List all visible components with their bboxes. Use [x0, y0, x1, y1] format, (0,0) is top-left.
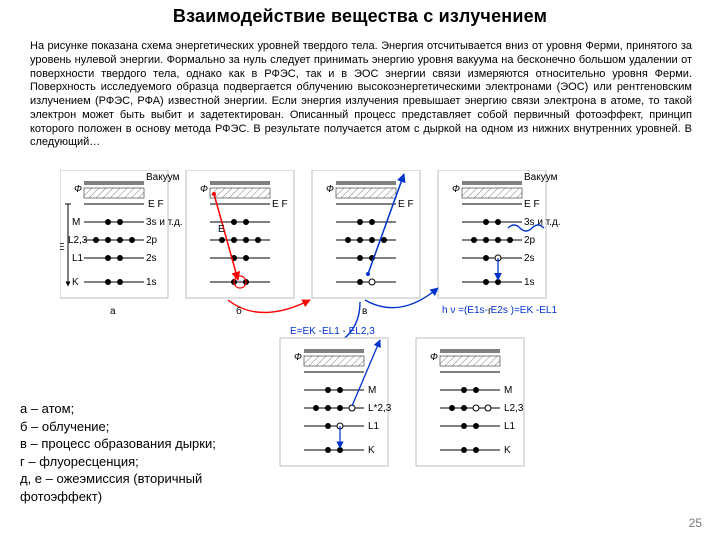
svg-text:2s: 2s [146, 253, 157, 264]
svg-text:а: а [110, 306, 116, 317]
svg-text:б: б [236, 305, 242, 317]
formula-d: E=EK -EL1 - EL2,3 [290, 326, 375, 337]
page-title: Взаимодействие вещества с излучением [0, 6, 720, 27]
legend-item: б – облучение; [20, 418, 250, 436]
panel-e: M L*2,3 L1 K [280, 338, 392, 466]
svg-text:г: г [488, 306, 492, 317]
legend-item: а – атом; [20, 400, 250, 418]
formula-g: h ν =(E1s- E2s )=EK -EL1 [442, 305, 557, 316]
panel-b: E F E [186, 170, 294, 298]
svg-text:L1: L1 [72, 253, 84, 264]
svg-text:Вакуум: Вакуум [524, 172, 558, 183]
svg-text:Вакуум: Вакуум [146, 172, 180, 183]
svg-text:L1: L1 [504, 421, 516, 432]
svg-text:M: M [504, 385, 512, 396]
svg-text:L2,3: L2,3 [68, 235, 88, 246]
svg-text:2s: 2s [524, 253, 535, 264]
svg-text:K: K [72, 277, 79, 288]
svg-text:1s: 1s [524, 277, 535, 288]
svg-text:K: K [368, 445, 375, 456]
svg-text:1s: 1s [146, 277, 157, 288]
svg-text:в: в [362, 306, 367, 317]
svg-text:E F: E F [524, 199, 540, 210]
svg-text:2p: 2p [524, 235, 536, 246]
legend: а – атом; б – облучение; в – процесс обр… [20, 400, 250, 505]
panel-f: M L2,3 L1 K [416, 338, 524, 466]
svg-text:L2,3: L2,3 [504, 403, 524, 414]
panel-c: E F [312, 170, 420, 298]
svg-text:K: K [504, 445, 511, 456]
svg-text:2p: 2p [146, 235, 158, 246]
page-number: 25 [689, 516, 702, 530]
body-paragraph: На рисунке показана схема энергетических… [30, 40, 692, 150]
svg-text:E: E [60, 242, 65, 253]
svg-text:3s и т.д.: 3s и т.д. [146, 217, 183, 228]
legend-item: г – флуоресценция; [20, 453, 250, 471]
panel-d: Вакуум E F 3s и т.д. 2p 2s 1s [438, 170, 561, 298]
legend-item: в – процесс образования дырки; [20, 435, 250, 453]
svg-text:E F: E F [148, 199, 164, 210]
svg-text:M: M [72, 217, 80, 228]
svg-text:M: M [368, 385, 376, 396]
svg-text:L*2,3: L*2,3 [368, 403, 392, 414]
svg-text:E: E [218, 224, 225, 235]
svg-text:E F: E F [398, 199, 414, 210]
svg-text:E F: E F [272, 199, 288, 210]
panel-a: Вакуум E F E M 3s и т.д. L2,3 2p L1 2s K… [60, 170, 183, 298]
legend-item: д, е – ожеэмиссия (вторичный фотоэффект) [20, 470, 250, 505]
svg-text:L1: L1 [368, 421, 380, 432]
